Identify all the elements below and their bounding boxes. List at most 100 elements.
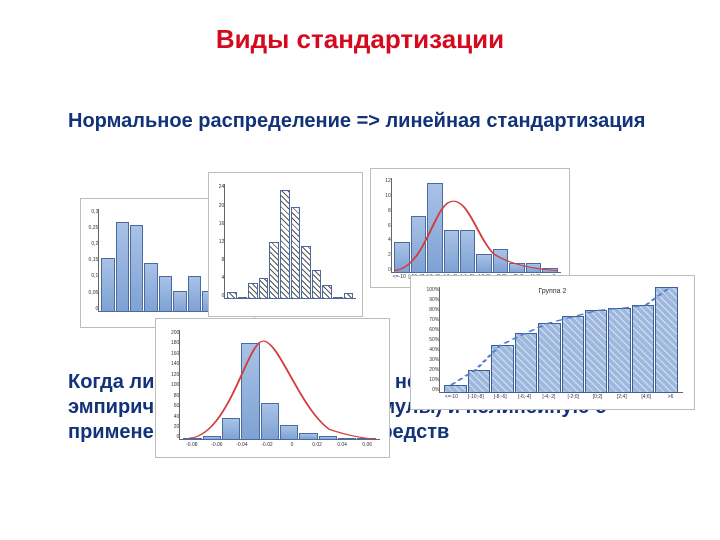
bar — [444, 230, 459, 272]
xtick-label: [4;6] — [634, 394, 658, 409]
bar — [299, 433, 317, 441]
ytick-label: 0 — [373, 267, 391, 273]
ytick-label: 0% — [414, 387, 439, 393]
bar — [144, 263, 157, 312]
ytick-label: 100 — [158, 382, 179, 388]
xtick-label: 0.02 — [305, 442, 330, 457]
ytick-label: 40 — [158, 414, 179, 420]
ytick-label: 12 — [211, 239, 225, 245]
bar — [444, 385, 466, 394]
ytick-label: 4 — [211, 275, 225, 281]
ytick-label: 0 — [211, 293, 225, 299]
ytick-label: 80% — [414, 307, 439, 313]
bar — [261, 403, 279, 441]
bar — [476, 254, 491, 273]
bar — [344, 293, 354, 299]
ytick-label: 180 — [158, 340, 179, 346]
slide-title: Виды стандартизации — [0, 24, 720, 55]
ytick-label: 20 — [211, 203, 225, 209]
bar — [427, 183, 442, 273]
ytick-label: 0,05 — [83, 290, 99, 296]
bar — [460, 230, 475, 272]
bar — [468, 370, 490, 393]
bar — [269, 242, 279, 299]
xtick-label: 0.04 — [330, 442, 355, 457]
bar — [116, 222, 129, 312]
ytick-label: 200 — [158, 330, 179, 336]
bar — [655, 287, 677, 393]
bar — [608, 308, 630, 393]
ytick-label: 6 — [373, 223, 391, 229]
bar — [333, 297, 343, 299]
bar — [312, 270, 322, 299]
xtick-label: <=-10 — [439, 394, 463, 409]
bar — [280, 190, 290, 299]
bar — [203, 436, 221, 440]
bar — [319, 436, 337, 440]
ytick-label: 8 — [373, 208, 391, 214]
xtick-label: [2;4] — [610, 394, 634, 409]
ytick-label: 20% — [414, 367, 439, 373]
ytick-label: 70% — [414, 317, 439, 323]
bar — [542, 268, 557, 273]
bar — [227, 292, 237, 299]
ytick-label: 24 — [211, 184, 225, 190]
ytick-label: 0,2 — [83, 241, 99, 247]
ytick-label: 0 — [158, 434, 179, 440]
ytick-label: 0,15 — [83, 257, 99, 263]
chart-2: 24201612840 — [208, 172, 363, 317]
bar — [338, 438, 356, 440]
xtick-label: -0.04 — [229, 442, 254, 457]
bar — [291, 207, 301, 299]
xtick-label: <=-10 — [391, 274, 408, 287]
ytick-label: 160 — [158, 351, 179, 357]
ytick-label: 10% — [414, 377, 439, 383]
ytick-label: 0,1 — [83, 273, 99, 279]
ytick-label: 0 — [83, 306, 99, 312]
ytick-label: 60% — [414, 327, 439, 333]
xtick-label: [-10;-8] — [464, 394, 488, 409]
bar — [538, 323, 560, 393]
bar — [357, 438, 375, 440]
ytick-label: 0,3 — [83, 209, 99, 215]
ytick-label: 80 — [158, 393, 179, 399]
bar — [222, 418, 240, 440]
xtick-label: [-2;0] — [561, 394, 585, 409]
bar — [632, 305, 654, 393]
bar — [394, 242, 409, 273]
xtick-label: [0;2] — [585, 394, 609, 409]
bar — [493, 249, 508, 273]
bar — [238, 297, 248, 299]
xtick-label: [-4;-2] — [537, 394, 561, 409]
bar — [130, 225, 143, 312]
ytick-label: 16 — [211, 221, 225, 227]
ytick-label: 90% — [414, 297, 439, 303]
ytick-label: 40% — [414, 347, 439, 353]
xtick-label: >6 — [658, 394, 682, 409]
chart-4: 100%90%80%70%60%50%40%30%20%10%0% <=-10[… — [410, 275, 695, 410]
ytick-label: 30% — [414, 357, 439, 363]
slide-subtitle: Нормальное распределение => линейная ста… — [68, 110, 652, 133]
bar — [159, 276, 172, 312]
bar — [301, 246, 311, 299]
bar — [101, 258, 114, 311]
bar — [259, 278, 269, 299]
ytick-label: 0,25 — [83, 225, 99, 231]
bar — [248, 283, 258, 299]
chart-5: 200180160140120100806040200 -0.08-0.06-0… — [155, 318, 390, 458]
ytick-label: 60 — [158, 403, 179, 409]
bar — [585, 310, 607, 393]
ytick-label: 12 — [373, 178, 391, 184]
bar — [411, 216, 426, 273]
chart-4-legend: Группа 2 — [538, 288, 566, 295]
bar — [183, 438, 201, 440]
bar — [526, 263, 541, 272]
xtick-label: [-8;-6] — [488, 394, 512, 409]
bar — [173, 291, 186, 311]
xtick-label: 0 — [279, 442, 304, 457]
xtick-label: [-6;-4] — [512, 394, 536, 409]
ytick-label: 140 — [158, 361, 179, 367]
bar — [241, 343, 259, 440]
xtick-label: -0.02 — [254, 442, 279, 457]
bar — [509, 263, 524, 272]
